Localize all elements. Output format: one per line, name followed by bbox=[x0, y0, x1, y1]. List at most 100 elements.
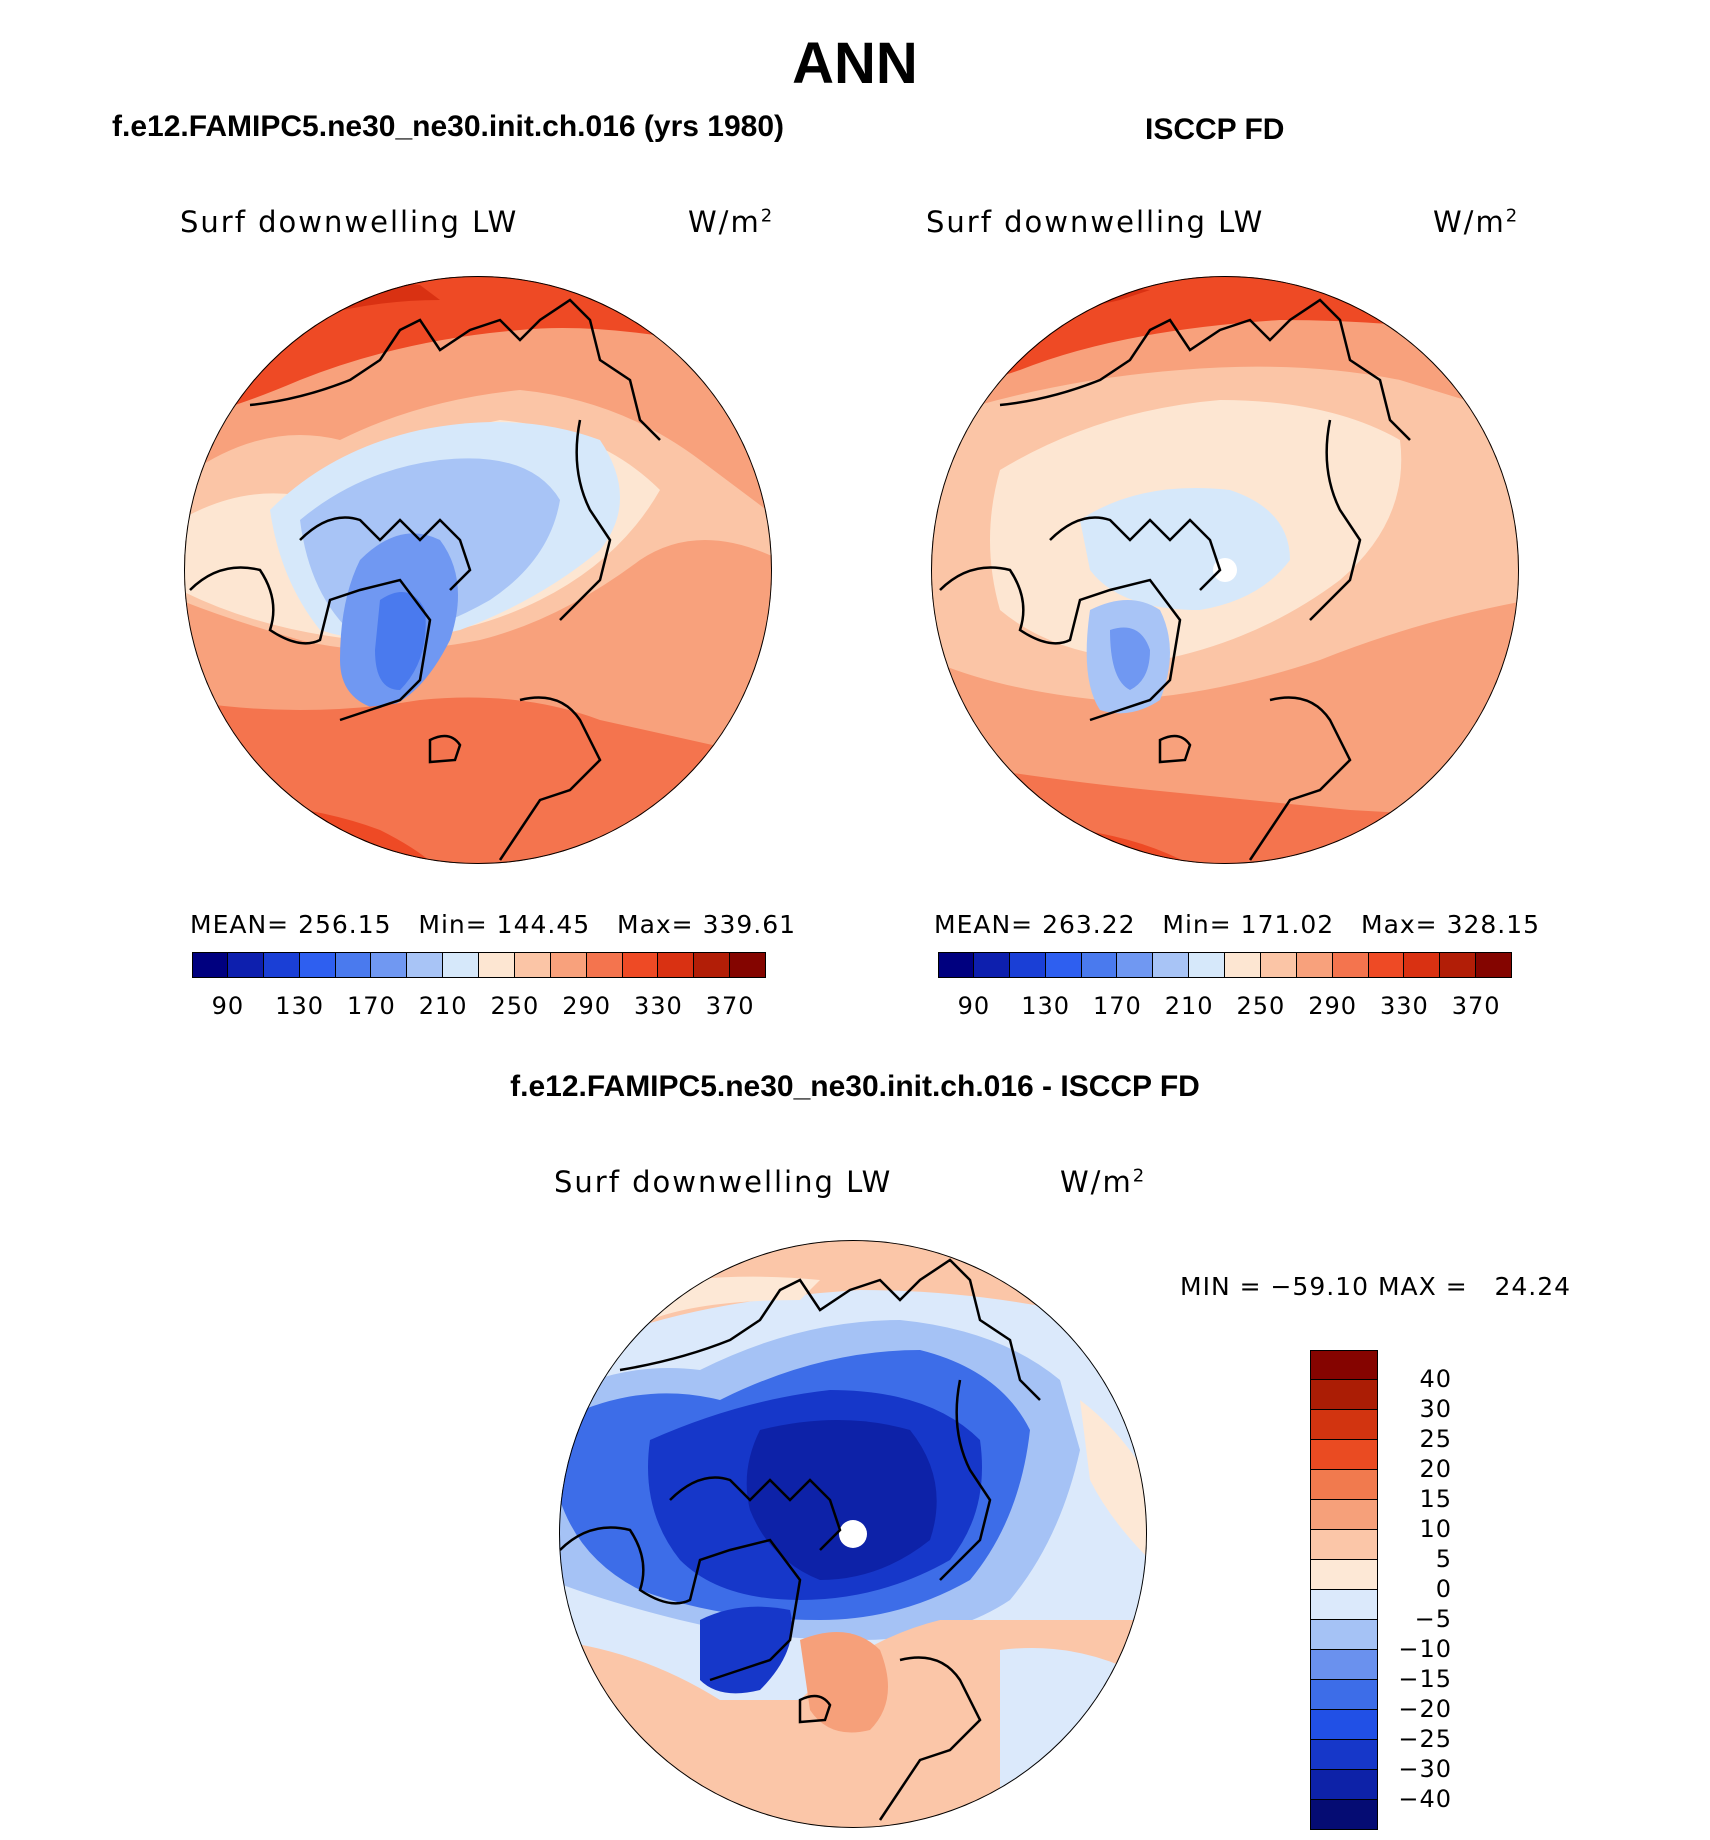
colorbar-swatch bbox=[1310, 1500, 1378, 1530]
colorbar-swatch bbox=[1310, 1530, 1378, 1560]
colorbar-swatch bbox=[1310, 1770, 1378, 1800]
panel-1-colorbar bbox=[192, 952, 766, 978]
colorbar-swatch bbox=[1296, 952, 1333, 978]
colorbar-tick-label: 370 bbox=[1451, 992, 1501, 1020]
colorbar-tick-label: −20 bbox=[1398, 1695, 1452, 1723]
colorbar-swatch bbox=[443, 952, 479, 978]
colorbar-tick-label: 130 bbox=[1021, 992, 1071, 1020]
panel-2-variable: Surf downwelling LW bbox=[926, 205, 1265, 239]
colorbar-swatch bbox=[1310, 1590, 1378, 1620]
colorbar-tick-label: 25 bbox=[1419, 1425, 1452, 1453]
colorbar-swatch bbox=[1009, 952, 1046, 978]
colorbar-swatch bbox=[1310, 1620, 1378, 1650]
panel-1-coastlines bbox=[189, 298, 661, 861]
page-title: ANN bbox=[792, 31, 918, 96]
colorbar-swatch bbox=[1332, 952, 1369, 978]
colorbar-tick-label: 210 bbox=[418, 992, 468, 1020]
panel-2-stats: MEAN= 263.22 Min= 171.02 Max= 328.15 bbox=[934, 910, 1541, 939]
colorbar-swatch bbox=[938, 952, 974, 978]
panel-1-colorbar-ticks: 90 130 170 210 250 290 330 370 bbox=[192, 992, 766, 1022]
colorbar-swatch bbox=[1440, 952, 1477, 978]
colorbar-swatch bbox=[550, 952, 587, 978]
colorbar-swatch bbox=[1153, 952, 1190, 978]
colorbar-tick-label: −25 bbox=[1398, 1725, 1452, 1753]
colorbar-tick-label: 330 bbox=[1379, 992, 1429, 1020]
colorbar-swatch bbox=[514, 952, 551, 978]
colorbar-swatch bbox=[1404, 952, 1441, 978]
panel-2-colorbar-ticks: 90 130 170 210 250 290 330 370 bbox=[938, 992, 1512, 1022]
colorbar-swatch bbox=[1260, 952, 1297, 978]
colorbar-tick-label: 15 bbox=[1419, 1485, 1452, 1513]
colorbar-swatch bbox=[192, 952, 228, 978]
panel-1-units: W/m2 bbox=[688, 205, 775, 239]
colorbar-tick-label: 330 bbox=[633, 992, 683, 1020]
colorbar-swatch bbox=[973, 952, 1010, 978]
colorbar-swatch bbox=[1189, 952, 1225, 978]
colorbar-tick-label: 90 bbox=[957, 992, 991, 1020]
colorbar-swatch bbox=[1310, 1680, 1378, 1710]
colorbar-swatch bbox=[1310, 1650, 1378, 1680]
colorbar-tick-label: 90 bbox=[211, 992, 245, 1020]
colorbar-swatch bbox=[1310, 1350, 1378, 1380]
colorbar-swatch bbox=[1225, 952, 1261, 978]
colorbar-tick-label: 40 bbox=[1419, 1365, 1452, 1393]
panel-2-title: ISCCP FD bbox=[1145, 113, 1285, 146]
panel-2-contours bbox=[931, 276, 1519, 864]
colorbar-tick-label: 20 bbox=[1419, 1455, 1452, 1483]
panel-2-units: W/m2 bbox=[1433, 205, 1520, 239]
panel-1-stats: MEAN= 256.15 Min= 144.45 Max= 339.61 bbox=[190, 910, 797, 939]
colorbar-tick-label: 290 bbox=[1308, 992, 1358, 1020]
colorbar-tick-label: −15 bbox=[1398, 1665, 1452, 1693]
colorbar-tick-label: −10 bbox=[1398, 1635, 1452, 1663]
colorbar-tick-label: 30 bbox=[1419, 1395, 1452, 1423]
colorbar-swatch bbox=[227, 952, 264, 978]
colorbar-swatch bbox=[1368, 952, 1405, 978]
colorbar-swatch bbox=[586, 952, 623, 978]
colorbar-swatch bbox=[1045, 952, 1082, 978]
colorbar-tick-label: 5 bbox=[1435, 1545, 1452, 1573]
colorbar-swatch bbox=[263, 952, 300, 978]
colorbar-swatch bbox=[1310, 1410, 1378, 1440]
colorbar-swatch bbox=[1117, 952, 1154, 978]
diff-colorbar-ticks: 40 30 25 20 15 10 5 0 −5 −10 −15 −20 −25 −30 −40 bbox=[1392, 1350, 1472, 1830]
colorbar-swatch bbox=[1310, 1740, 1378, 1770]
colorbar-swatch bbox=[1310, 1470, 1378, 1500]
colorbar-tick-label: −40 bbox=[1398, 1785, 1452, 1813]
colorbar-swatch bbox=[479, 952, 515, 978]
colorbar-swatch bbox=[622, 952, 659, 978]
colorbar-tick-label: −5 bbox=[1414, 1605, 1452, 1633]
diff-variable: Surf downwelling LW bbox=[554, 1165, 893, 1199]
diff-minmax: MIN = −59.10 MAX = 24.24 bbox=[1180, 1272, 1572, 1301]
diff-units: W/m2 bbox=[1060, 1165, 1147, 1199]
colorbar-swatch bbox=[730, 952, 766, 978]
panel-1-title: f.e12.FAMIPC5.ne30_ne30.init.ch.016 (yrs… bbox=[112, 110, 784, 143]
panel-2-colorbar bbox=[938, 952, 1512, 978]
colorbar-swatch bbox=[299, 952, 336, 978]
colorbar-swatch bbox=[407, 952, 444, 978]
colorbar-tick-label: 250 bbox=[1236, 992, 1286, 1020]
colorbar-tick-label: 170 bbox=[1092, 992, 1142, 1020]
colorbar-swatch bbox=[1310, 1710, 1378, 1740]
colorbar-swatch bbox=[371, 952, 408, 978]
diff-contours bbox=[559, 1240, 1147, 1828]
colorbar-tick-label: 210 bbox=[1164, 992, 1214, 1020]
colorbar-swatch bbox=[1310, 1440, 1378, 1470]
colorbar-tick-label: 290 bbox=[562, 992, 612, 1020]
diff-colorbar bbox=[1310, 1350, 1378, 1830]
colorbar-tick-label: 170 bbox=[346, 992, 396, 1020]
colorbar-swatch bbox=[1081, 952, 1118, 978]
panel-2-coastlines bbox=[939, 298, 1411, 861]
colorbar-tick-label: 250 bbox=[490, 992, 540, 1020]
colorbar-swatch bbox=[1310, 1380, 1378, 1410]
panel-1-contours bbox=[184, 276, 772, 864]
diff-title: f.e12.FAMIPC5.ne30_ne30.init.ch.016 - IS… bbox=[510, 1070, 1200, 1103]
colorbar-swatch bbox=[1476, 952, 1512, 978]
colorbar-swatch bbox=[658, 952, 695, 978]
colorbar-swatch bbox=[335, 952, 372, 978]
colorbar-tick-label: −30 bbox=[1398, 1755, 1452, 1783]
colorbar-swatch bbox=[1310, 1560, 1378, 1590]
colorbar-swatch bbox=[1310, 1800, 1378, 1830]
diff-coastlines bbox=[559, 1258, 1041, 1821]
colorbar-tick-label: 130 bbox=[275, 992, 325, 1020]
